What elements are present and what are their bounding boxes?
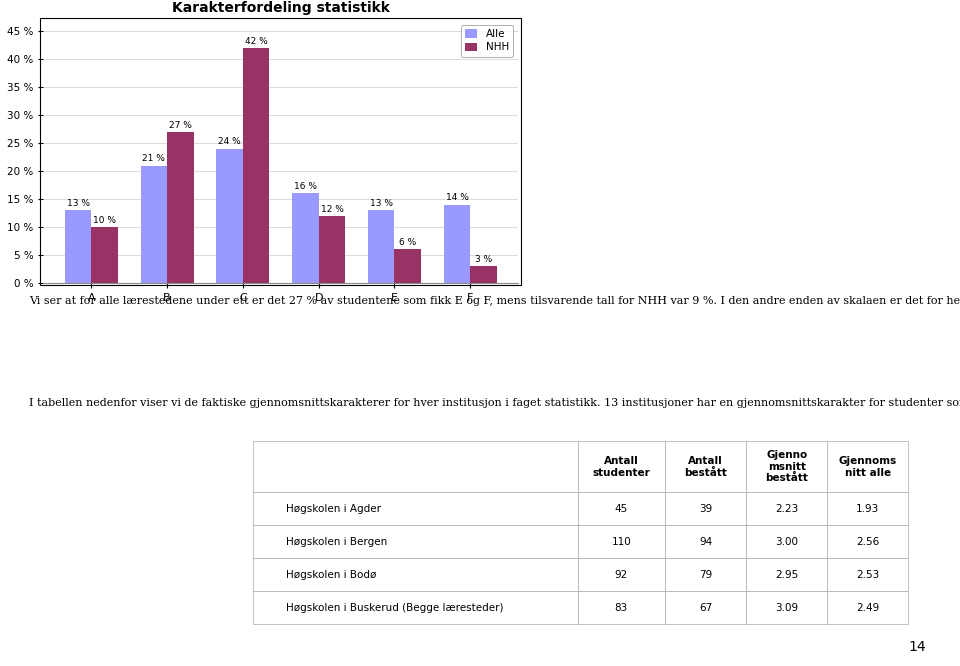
Text: 13 %: 13 % xyxy=(370,199,393,208)
Text: 42 %: 42 % xyxy=(245,37,268,46)
Bar xyxy=(395,250,421,283)
Text: 16 %: 16 % xyxy=(294,182,317,191)
Text: I tabellen nedenfor viser vi de faktiske gjennomsnittskarakterer for hver instit: I tabellen nedenfor viser vi de faktiske… xyxy=(29,396,960,408)
Bar xyxy=(444,204,470,283)
Text: 13 %: 13 % xyxy=(66,199,89,208)
Bar xyxy=(319,216,346,283)
Bar xyxy=(243,48,270,283)
Legend: Alle, NHH: Alle, NHH xyxy=(461,25,514,57)
Bar xyxy=(167,132,194,283)
Text: 21 %: 21 % xyxy=(142,155,165,163)
Text: 12 %: 12 % xyxy=(321,204,344,214)
Bar xyxy=(368,210,395,283)
Bar xyxy=(216,149,243,283)
Text: 10 %: 10 % xyxy=(93,216,116,225)
Bar xyxy=(91,227,118,283)
Title: Karakterfordeling statistikk: Karakterfordeling statistikk xyxy=(172,1,390,15)
Text: Vi ser at for alle lærestedene under ett er det 27 % av studentene som fikk E og: Vi ser at for alle lærestedene under ett… xyxy=(29,294,960,306)
Bar xyxy=(470,266,497,283)
Bar xyxy=(292,194,319,283)
Text: 27 %: 27 % xyxy=(169,121,192,130)
Text: 14: 14 xyxy=(909,640,926,654)
Bar xyxy=(140,166,167,283)
Text: 3 %: 3 % xyxy=(475,255,492,264)
Text: 6 %: 6 % xyxy=(399,238,417,247)
Text: 24 %: 24 % xyxy=(218,137,241,147)
Bar xyxy=(65,210,91,283)
Text: 14 %: 14 % xyxy=(445,193,468,202)
